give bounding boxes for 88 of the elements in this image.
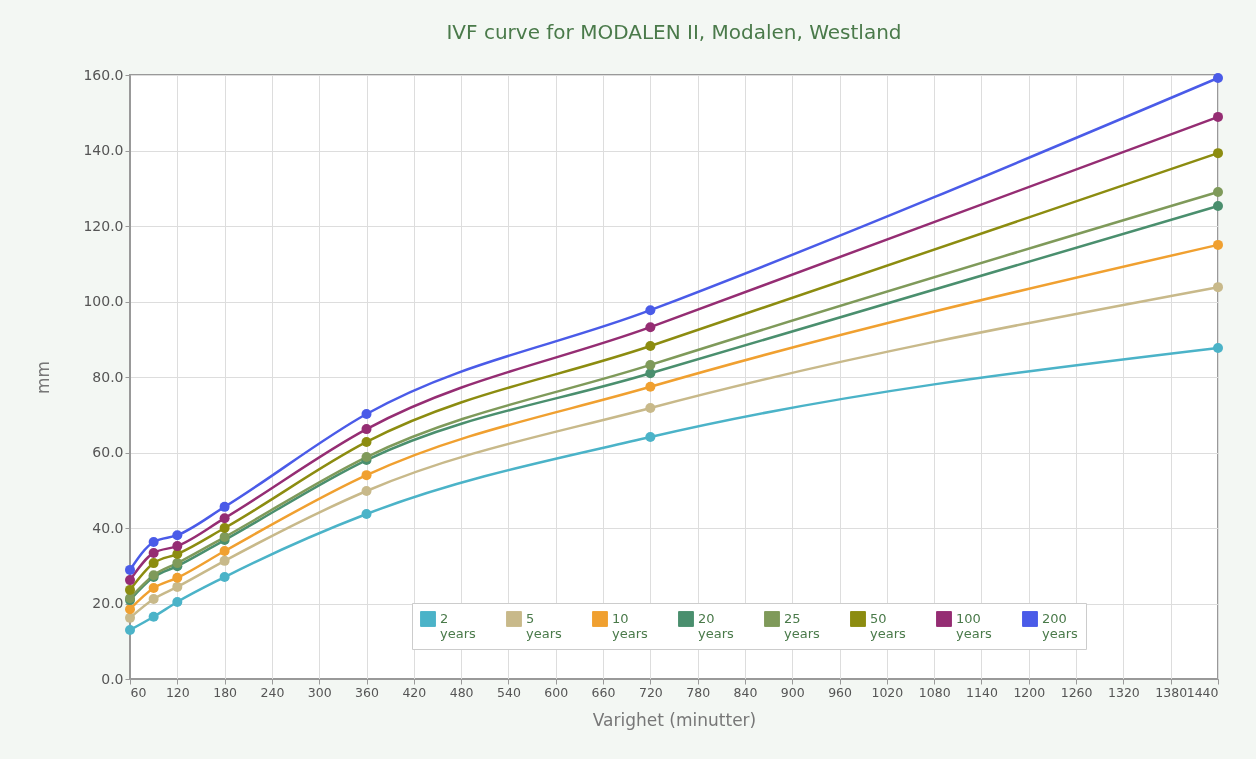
point [219,513,230,524]
x-axis-title: Varighet (minutter) [592,710,757,730]
point [148,583,159,594]
point [361,409,372,419]
x-tick-label: 240 [260,684,285,700]
point [172,530,183,541]
y-tick-label: 140.0 [83,142,124,158]
point [645,305,656,316]
point [125,564,135,575]
point [148,536,159,547]
x-tick-label: 1320 [1107,684,1140,700]
point [361,509,372,520]
x-tick-label: 1440 [1186,684,1219,700]
point [172,541,183,552]
point [645,381,656,392]
point [1213,201,1223,211]
y-tick-label: 60.0 [92,444,124,460]
point [125,604,135,615]
legend-label: 5 years [526,611,562,641]
point [1213,282,1223,293]
point [645,402,656,413]
y-tick-label: 40.0 [92,519,124,536]
point [219,572,230,583]
legend-label: 100 years [956,611,992,641]
point [125,612,135,623]
point [125,624,135,635]
point [148,593,159,604]
point [219,546,230,557]
legend-label: 10 years [612,611,648,641]
point [219,523,230,533]
x-tick-label: 1380 [1155,684,1188,700]
x-tick-label: 1080 [918,684,951,700]
x-tick-label: 900 [780,684,805,700]
y-tick-label: 80.0 [92,368,124,385]
point [172,581,183,592]
point [1213,342,1223,353]
y-tick-label: 0.0 [101,670,124,687]
legend-label: 25 years [784,611,820,641]
point [172,597,183,607]
point [361,436,372,447]
point [645,341,656,352]
x-tick-label: 1140 [966,684,998,700]
point [1213,73,1223,84]
point [1213,148,1223,159]
x-tick-label: 1200 [1013,684,1046,700]
point [645,432,656,443]
point [1213,111,1223,122]
x-tick-label: 960 [828,684,853,700]
x-tick-label: 720 [638,684,663,700]
point [645,359,656,370]
x-tick-label: 540 [497,684,521,700]
x-tick-label: 420 [402,684,427,700]
x-tick-label: 840 [733,684,758,700]
y-tick-label: 20.0 [92,595,124,611]
point [361,486,372,496]
x-tick-label: 660 [591,684,616,700]
point [148,558,159,569]
x-tick-label: 120 [165,684,190,700]
legend-label: 200 years [1042,611,1078,641]
legend-label: 50 years [870,611,906,641]
x-tick-label: 360 [355,684,379,700]
point [645,322,656,333]
x-tick-label: 1020 [871,684,904,700]
point [148,547,159,558]
x-tick-label: 180 [213,684,238,700]
point [361,470,372,481]
point [219,555,230,566]
x-tick-label: 60 [130,684,147,700]
point [219,501,230,512]
y-tick-label: 120.0 [83,217,124,234]
x-tick-label: 1260 [1060,684,1093,700]
point [125,584,135,595]
point [172,572,183,583]
x-tick-label: 480 [449,684,474,700]
point [1213,239,1223,250]
x-tick-label: 300 [307,684,332,700]
legend-label: 20 years [698,611,734,641]
y-axis-title: mm [33,360,54,395]
point [1213,187,1223,198]
y-tick-label: 100.0 [83,293,124,309]
chart-title: IVF curve for MODALEN II, Modalen, Westland [446,20,902,44]
legend-label: 2 years [440,611,476,641]
point [125,575,135,586]
y-tick-label: 160.0 [83,66,124,83]
x-tick-label: 780 [686,684,711,700]
point [148,611,159,622]
point [361,424,372,435]
x-tick-label: 600 [544,684,569,700]
